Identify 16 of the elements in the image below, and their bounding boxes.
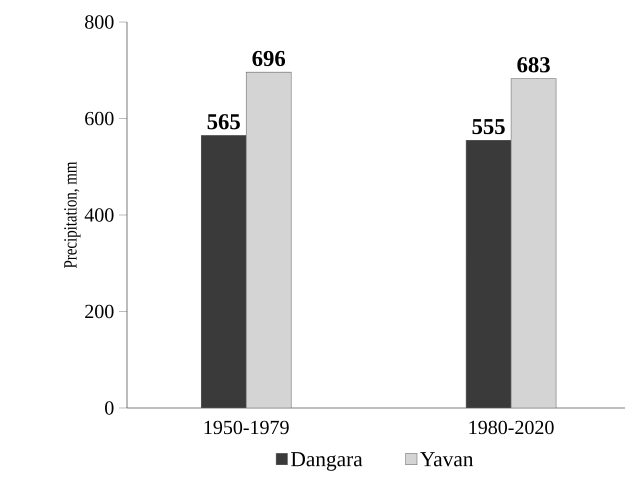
data-label: 565: [208, 114, 240, 130]
bar: [466, 140, 512, 408]
bar: [200, 135, 246, 408]
x-tick-label: 1950-1979: [204, 420, 289, 434]
data-label: 683: [517, 57, 550, 72]
legend-label: Dangara: [291, 452, 362, 471]
x-tick-label: 1980-2020: [470, 420, 554, 434]
y-axis-title: Precipitation, mm: [64, 162, 80, 268]
y-tick-label: 800: [85, 15, 114, 29]
y-tick-label: 200: [85, 304, 114, 318]
y-tick-label: 400: [84, 208, 114, 222]
y-tick-label: 0: [105, 401, 114, 415]
legend-label: Yavan: [420, 452, 474, 466]
data-label: 696: [252, 50, 286, 66]
y-tick-label: 600: [85, 112, 114, 126]
data-label: 555: [472, 119, 505, 134]
